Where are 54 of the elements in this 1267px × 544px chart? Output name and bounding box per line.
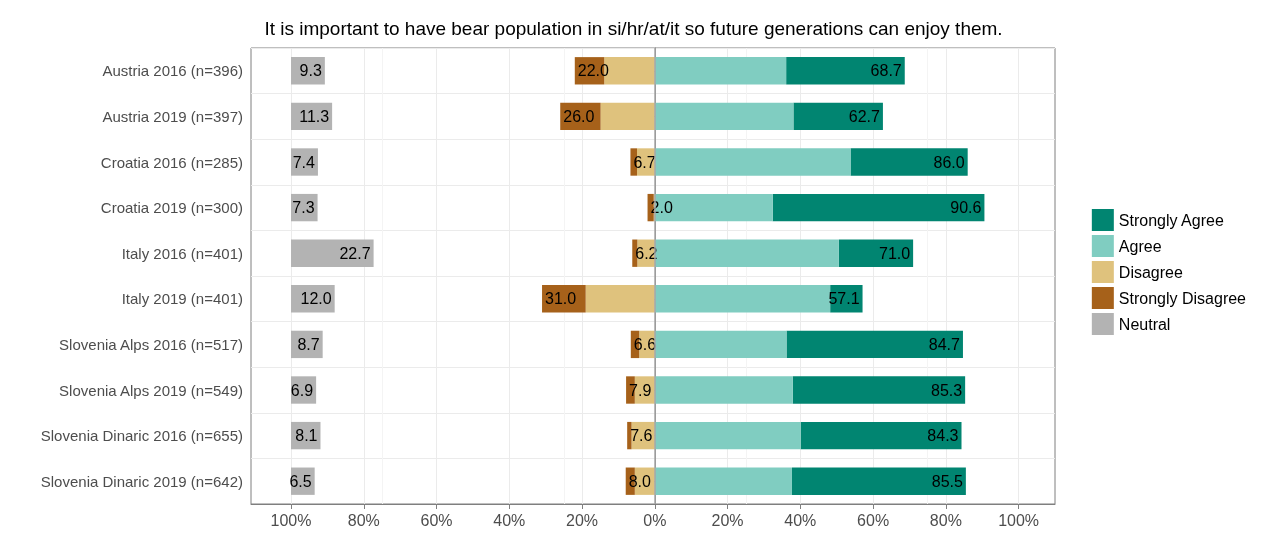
y-tick-label: Austria 2019 (n=397): [102, 107, 243, 125]
x-tick-label: 20%: [566, 511, 599, 529]
annotation: 8.0: [628, 472, 652, 490]
data-label: 11.3: [299, 107, 330, 125]
x-tick-label: 40%: [493, 511, 526, 529]
annotation: 6.2: [635, 244, 658, 262]
annotation: 71.0: [878, 244, 911, 262]
legend-label: Strongly Disagree: [1118, 289, 1247, 307]
annotation: 7.6: [630, 427, 653, 445]
data-label: 9.3: [299, 62, 322, 80]
legend-label: Disagree: [1118, 263, 1183, 281]
data-label: 8.1: [295, 427, 318, 445]
annotation: 31.0: [545, 290, 577, 308]
legend-label: Neutral: [1118, 315, 1171, 333]
x-tick-label: 40%: [784, 511, 817, 529]
data-label: 6.5: [289, 472, 312, 490]
x-tick-label: 80%: [929, 511, 962, 529]
annotation: 85.3: [931, 381, 963, 399]
annotation: 90.6: [950, 199, 982, 217]
annotation: 84.3: [927, 427, 959, 445]
annotation: 85.5: [931, 472, 963, 490]
annotation: 84.7: [928, 335, 961, 353]
y-tick-label: Slovenia Dinaric 2019 (n=642): [40, 472, 243, 490]
data-label: 7.4: [292, 153, 316, 171]
chart-title: It is important to have bear population in si/hr/at/it so future generations can enjoy them.: [264, 18, 1003, 39]
y-tick-label: Croatia 2016 (n=285): [100, 153, 243, 171]
annotation: 26.0: [563, 107, 595, 125]
y-tick-label: Slovenia Dinaric 2016 (n=655): [40, 427, 243, 445]
y-tick-label: Slovenia Alps 2016 (n=517): [59, 335, 243, 353]
annotation: 68.7: [870, 62, 902, 80]
x-tick-label: 100%: [998, 511, 1040, 529]
annotation: 7.9: [629, 381, 652, 399]
legend-label: Strongly Agree: [1118, 211, 1224, 229]
y-tick-label: Croatia 2019 (n=300): [100, 199, 243, 217]
x-tick-label: 60%: [420, 511, 453, 529]
x-tick-label: 60%: [857, 511, 890, 529]
x-tick-label: 100%: [270, 511, 312, 529]
y-tick-label: Austria 2016 (n=396): [102, 62, 243, 80]
data-label: 7.3: [292, 199, 315, 217]
x-tick-label: 0%: [643, 511, 667, 529]
annotation: 6.7: [633, 153, 656, 171]
data-label: 12.0: [300, 290, 332, 308]
data-label: 8.7: [297, 335, 320, 353]
data-label: 22.7: [339, 244, 371, 262]
x-tick-label: 80%: [347, 511, 380, 529]
legend-label: Agree: [1118, 237, 1162, 255]
y-tick-label: Italy 2019 (n=401): [121, 290, 243, 308]
annotation: 86.0: [933, 153, 965, 171]
annotation: 62.7: [848, 107, 881, 125]
y-tick-label: Slovenia Alps 2019 (n=549): [59, 381, 243, 399]
annotation: 6.6: [633, 335, 657, 353]
y-tick-label: Italy 2016 (n=401): [121, 244, 243, 262]
data-label: 6.9: [290, 381, 314, 399]
x-tick-label: 20%: [711, 511, 744, 529]
